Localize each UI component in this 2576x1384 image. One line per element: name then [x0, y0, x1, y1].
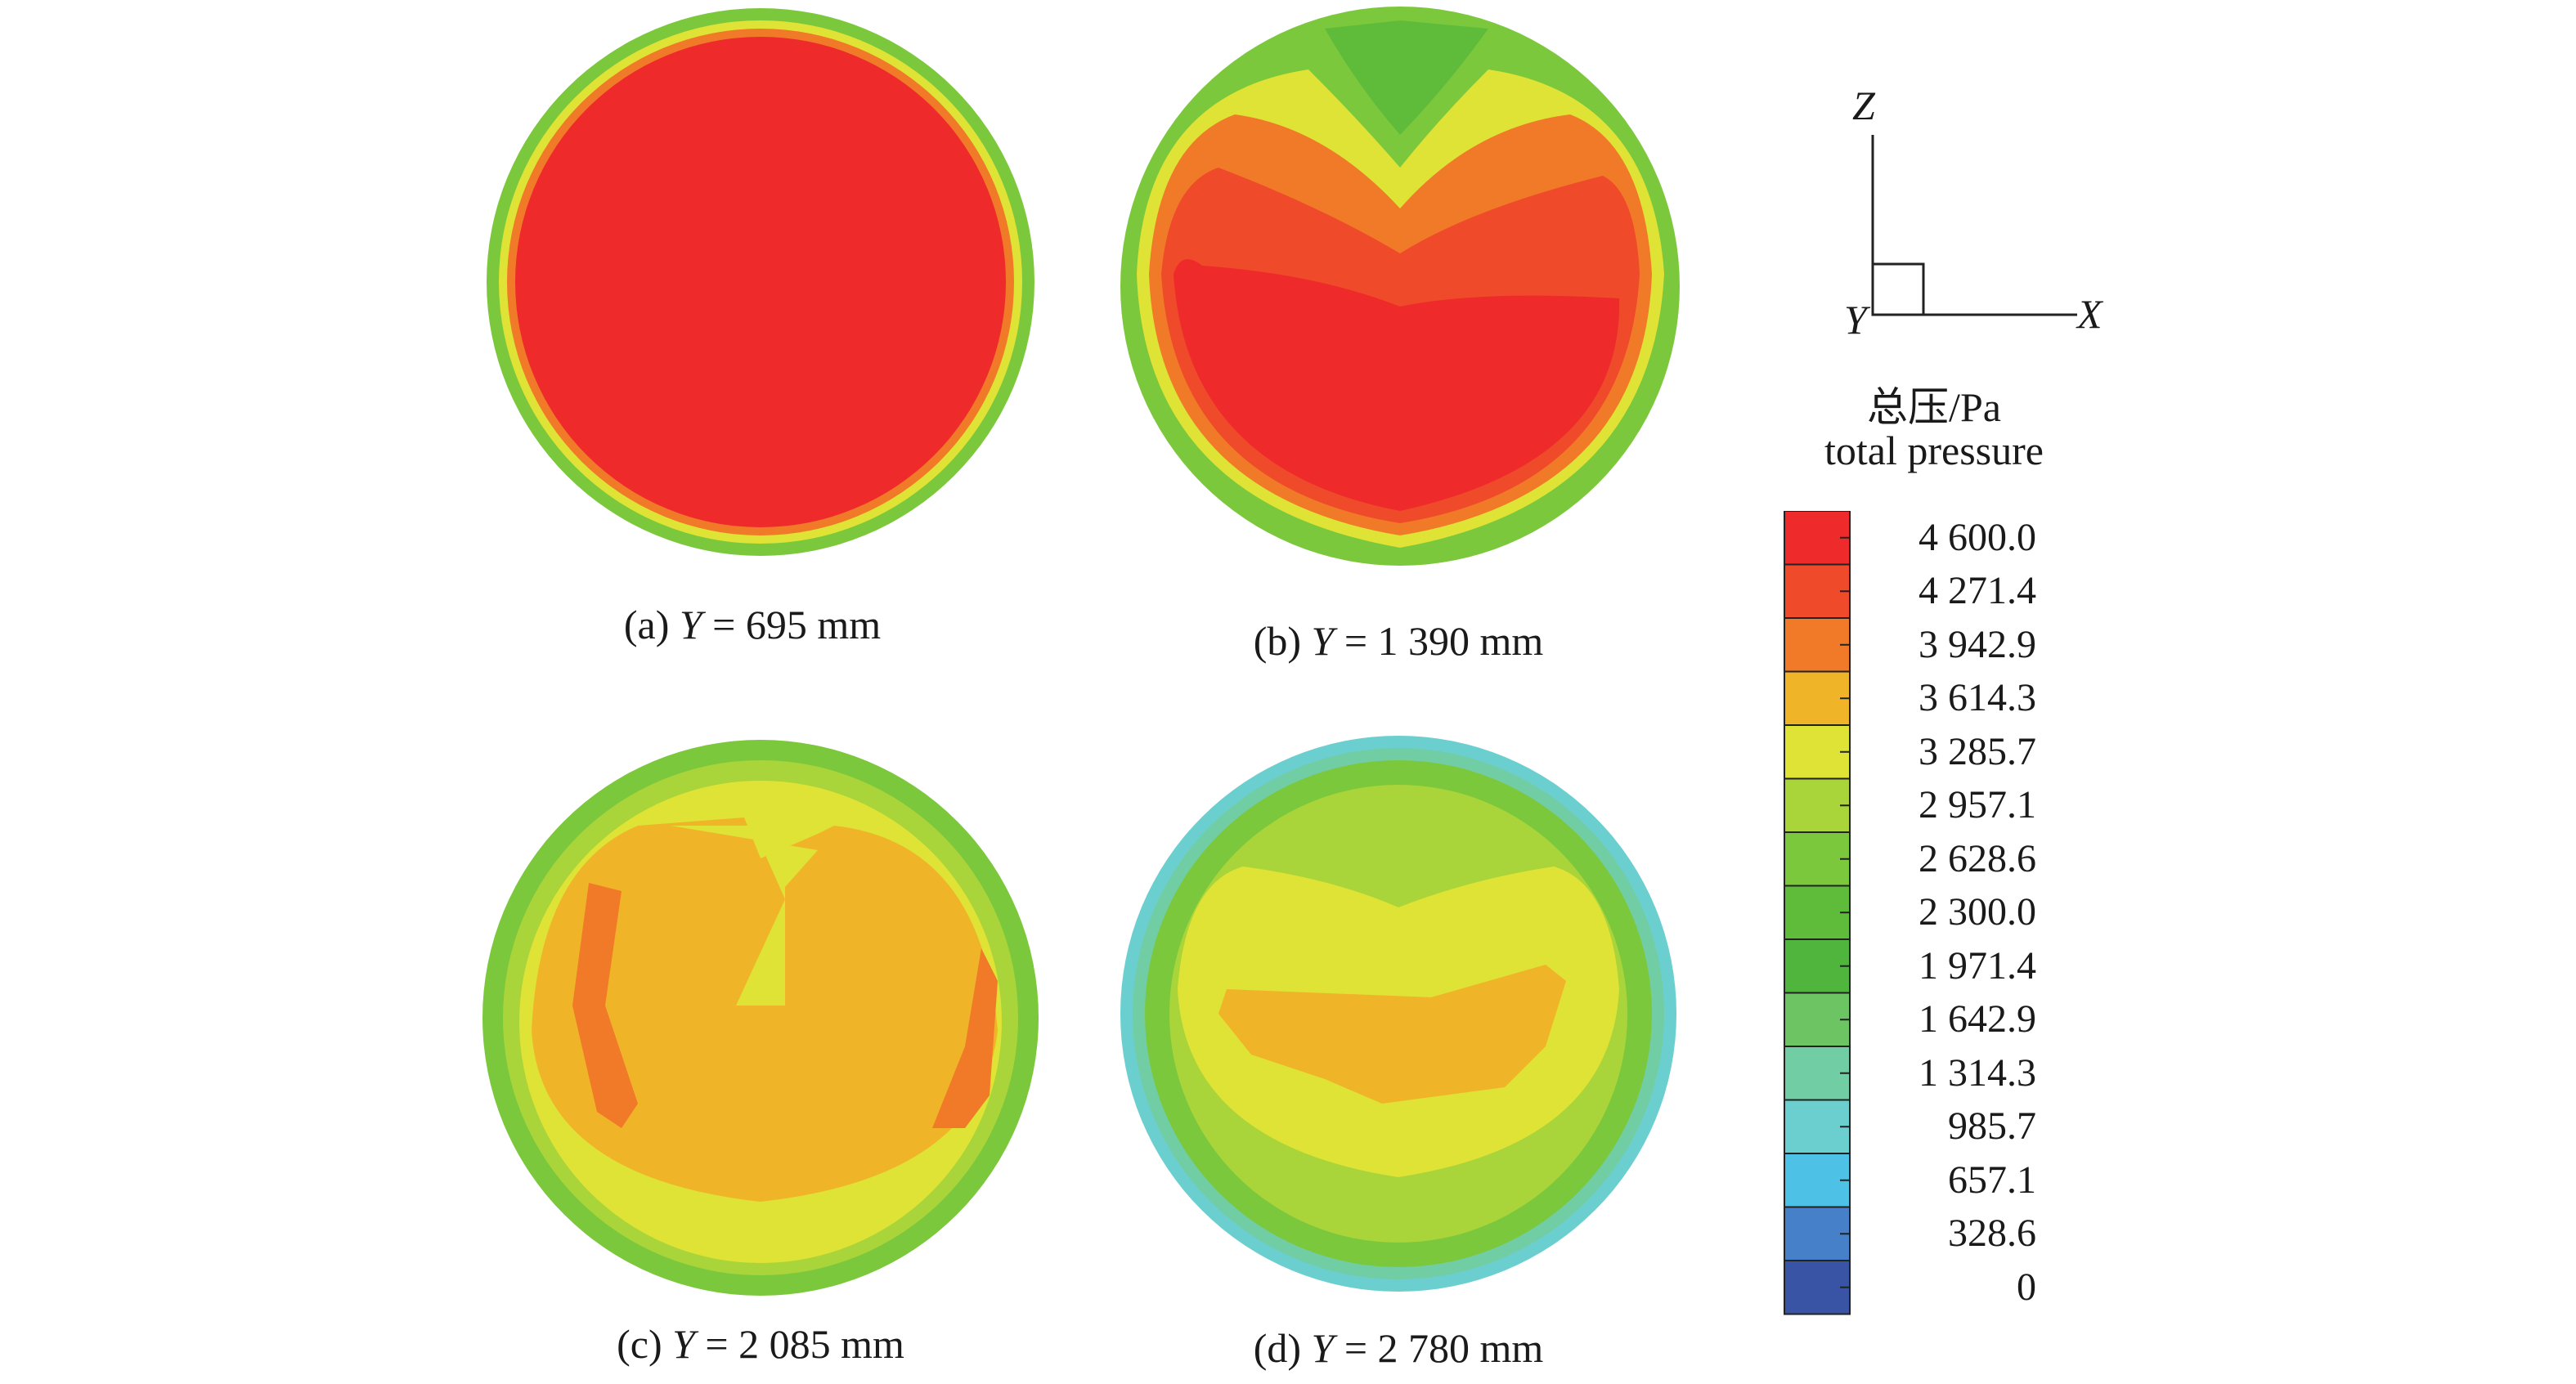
panel-d-contour: [1120, 719, 1693, 1308]
legend-swatch: [1784, 1099, 1851, 1154]
legend-swatch: [1784, 670, 1851, 726]
axis-y-label: Y: [1844, 297, 1867, 343]
legend-tick-label: 4 271.4: [1919, 569, 2036, 613]
legend-swatch: [1784, 510, 1851, 566]
axis-z-label: Z: [1852, 83, 1875, 128]
legend-swatch: [1784, 992, 1851, 1047]
color-legend: [1783, 510, 1865, 1324]
caption-c: (c) Y = 2 085 mm: [617, 1321, 904, 1367]
caption-b: (b) Y = 1 390 mm: [1253, 618, 1544, 664]
axis-x-label: X: [2077, 291, 2103, 337]
legend-title-cn: 总压/Pa: [1867, 384, 2001, 430]
legend-tick-label: 2 957.1: [1919, 783, 2036, 827]
legend-tick-label: 328.6: [1948, 1212, 2036, 1256]
caption-a: (a) Y = 695 mm: [623, 602, 882, 647]
legend-tick-label: 1 642.9: [1919, 997, 2036, 1041]
legend-title-en: total pressure: [1824, 428, 2044, 473]
legend-tick-label: 3 942.9: [1919, 622, 2036, 666]
panel-a-contour: [482, 0, 1055, 572]
legend-tick-label: 1 971.4: [1919, 943, 2036, 988]
coordinate-axes-icon: [1824, 78, 2094, 352]
legend-swatch: [1784, 724, 1851, 780]
legend-tick-label: 3 285.7: [1919, 729, 2036, 773]
caption-d: (d) Y = 2 780 mm: [1253, 1325, 1544, 1371]
legend-swatch: [1784, 831, 1851, 887]
legend-tick-label: 1 314.3: [1919, 1050, 2036, 1095]
legend-swatch: [1784, 777, 1851, 833]
legend-tick-label: 2 628.6: [1919, 836, 2036, 880]
legend-swatch: [1784, 938, 1851, 994]
legend-swatch: [1784, 1260, 1851, 1315]
panel-c-contour: [474, 736, 1063, 1324]
legend-tick-label: 657.1: [1948, 1158, 2036, 1202]
panel-b-contour: [1112, 4, 1701, 585]
legend-swatch: [1784, 1206, 1851, 1261]
legend-tick-label: 2 300.0: [1919, 890, 2036, 934]
legend-tick-label: 0: [2017, 1265, 2036, 1309]
legend-tick-label: 3 614.3: [1919, 676, 2036, 720]
legend-tick-label: 985.7: [1948, 1104, 2036, 1149]
legend-tick-label: 4 600.0: [1919, 515, 2036, 559]
